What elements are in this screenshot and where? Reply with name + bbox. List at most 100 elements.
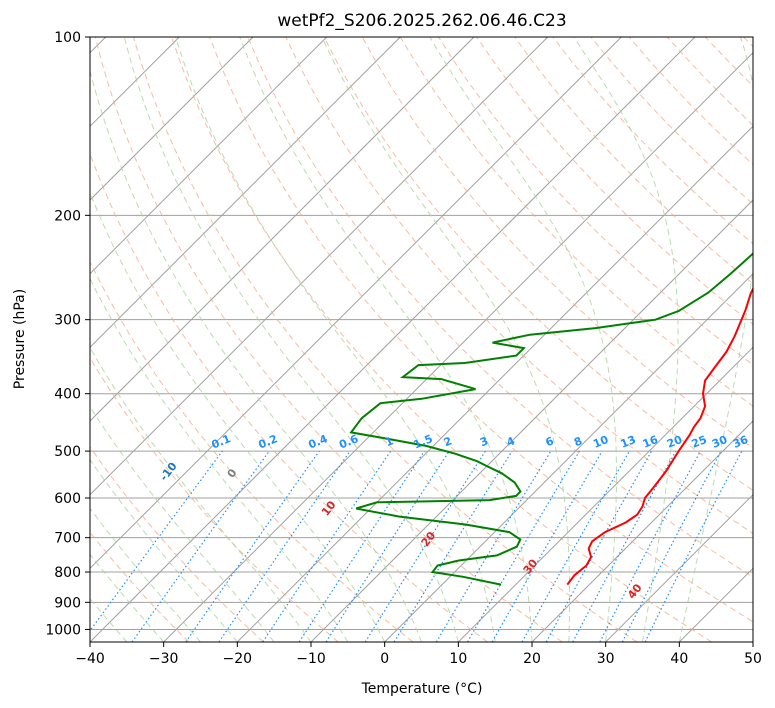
isotherm-line [90, 37, 401, 349]
mixing-ratio-label: 0.4 [306, 432, 329, 451]
y-tick-label: 200 [54, 208, 81, 224]
dry-adiabat-line [437, 37, 753, 366]
mixing-ratio-label: 30 [710, 433, 729, 451]
mixing-ratio-line [521, 450, 631, 642]
isotherm-line [457, 346, 753, 642]
dry-adiabat-line [323, 37, 753, 491]
dry-adiabat-label: 40 [625, 581, 645, 601]
y-tick-label: 800 [54, 565, 81, 581]
dry-adiabat-line [90, 356, 339, 642]
mixing-ratio-line [90, 450, 223, 632]
moist-adiabat-line [429, 37, 617, 642]
dry-adiabat-label: 10 [319, 498, 339, 518]
mixing-ratio-line [218, 450, 351, 642]
x-axis-label: Temperature (°C) [361, 681, 483, 697]
dry-adiabat-label: -10 [157, 459, 180, 483]
dry-adiabat-line [90, 446, 264, 642]
moist-adiabat-line [90, 68, 422, 642]
y-tick-label: 300 [54, 313, 81, 329]
dry-adiabat-line [743, 37, 753, 48]
isotherm-line [90, 37, 622, 570]
mixing-ratio-line [393, 450, 513, 642]
x-tick-label: 20 [523, 651, 541, 667]
mixing-ratio-label: 20 [665, 433, 684, 451]
dry-adiabat-line [285, 37, 753, 535]
mixing-ratio-label: 16 [641, 433, 660, 451]
isotherm-line [310, 199, 753, 642]
x-tick-label: 0 [380, 651, 389, 667]
y-tick-label: 900 [54, 595, 81, 611]
mixing-ratio-label: 25 [690, 433, 709, 451]
dry-adiabat-line [476, 37, 753, 325]
mixing-ratio-line [435, 450, 552, 642]
mixing-ratio-line [545, 450, 653, 642]
isotherm-line [90, 37, 475, 422]
moist-adiabat-line [90, 346, 312, 642]
y-tick-label: 1000 [45, 622, 81, 638]
mixing-ratio-label: 1 [383, 434, 395, 449]
dry-adiabat-line [552, 37, 753, 245]
x-tick-label: −40 [75, 651, 105, 667]
moist-adiabat-line [123, 37, 459, 642]
moist-adiabat-line [573, 37, 679, 642]
dry-adiabat-line [90, 531, 190, 642]
y-tick-label: 700 [54, 531, 81, 547]
isotherm-line [752, 641, 753, 642]
isotherm-line [90, 37, 696, 642]
y-tick-label: 100 [54, 30, 81, 46]
mixing-ratio-line [644, 450, 743, 642]
dry-adiabat-line [704, 37, 753, 87]
moist-adiabat-line [175, 37, 496, 642]
isotherm-line [531, 420, 753, 642]
moist-adiabat-line [90, 458, 238, 642]
moist-adiabat-line [90, 191, 386, 642]
mixing-ratio-line [466, 450, 580, 642]
x-tick-label: −20 [223, 651, 253, 667]
plot-frame [89, 36, 754, 643]
isotherm-line [605, 493, 753, 642]
mixing-ratio-label: 3 [478, 434, 490, 449]
moist-adiabat-line [321, 37, 571, 642]
dry-adiabat-line [132, 37, 638, 642]
dry-adiabat-line [90, 152, 488, 642]
mixing-ratio-label: 36 [731, 433, 750, 451]
moist-adiabat-line [239, 37, 533, 642]
dry-adiabat-line [90, 260, 414, 642]
mixing-ratio-line [185, 450, 320, 642]
x-tick-label: 40 [670, 651, 688, 667]
mixing-ratio-line [298, 450, 425, 642]
plot-area: -100-90-80-70-60-50-40-30-20-10010203040… [0, 37, 753, 642]
isotherm-line [678, 567, 753, 642]
x-tick-label: 50 [744, 651, 762, 667]
y-tick-label: 500 [54, 444, 81, 460]
moist-adiabat-line [90, 277, 349, 642]
isotherm-line [90, 37, 549, 496]
isotherm-line [163, 51, 753, 642]
mixing-ratio-label: 2 [442, 434, 454, 449]
mixing-ratio-label: 0.2 [256, 432, 279, 451]
mixing-ratio-line [325, 450, 450, 642]
mixing-ratio-label: 10 [591, 433, 610, 451]
dry-adiabat-line [666, 37, 753, 126]
mixing-ratio-line [599, 450, 702, 642]
y-axis-label: Pressure (hPa) [12, 289, 28, 389]
dry-adiabat-line [590, 37, 753, 205]
mixing-ratio-label: 13 [619, 433, 638, 451]
x-tick-label: −10 [296, 651, 326, 667]
temperature-trace [566, 286, 753, 586]
isotherm-line [236, 125, 753, 642]
chart-title: wetPf2_S206.2025.262.06.46.C23 [277, 11, 566, 31]
dry-adiabat-label: -30 [0, 368, 2, 392]
dewpoint-trace [349, 252, 753, 586]
isotherm-line [90, 37, 254, 201]
moist-adiabat-line [678, 37, 753, 642]
dry-adiabat-label: -20 [66, 418, 89, 442]
dry-adiabat-line [514, 37, 753, 285]
y-tick-label: 600 [54, 491, 81, 507]
mixing-ratio-line [262, 450, 392, 642]
dry-adiabat-line [171, 37, 712, 642]
dry-adiabat-line [247, 37, 753, 578]
moist-adiabat-line [90, 405, 275, 642]
